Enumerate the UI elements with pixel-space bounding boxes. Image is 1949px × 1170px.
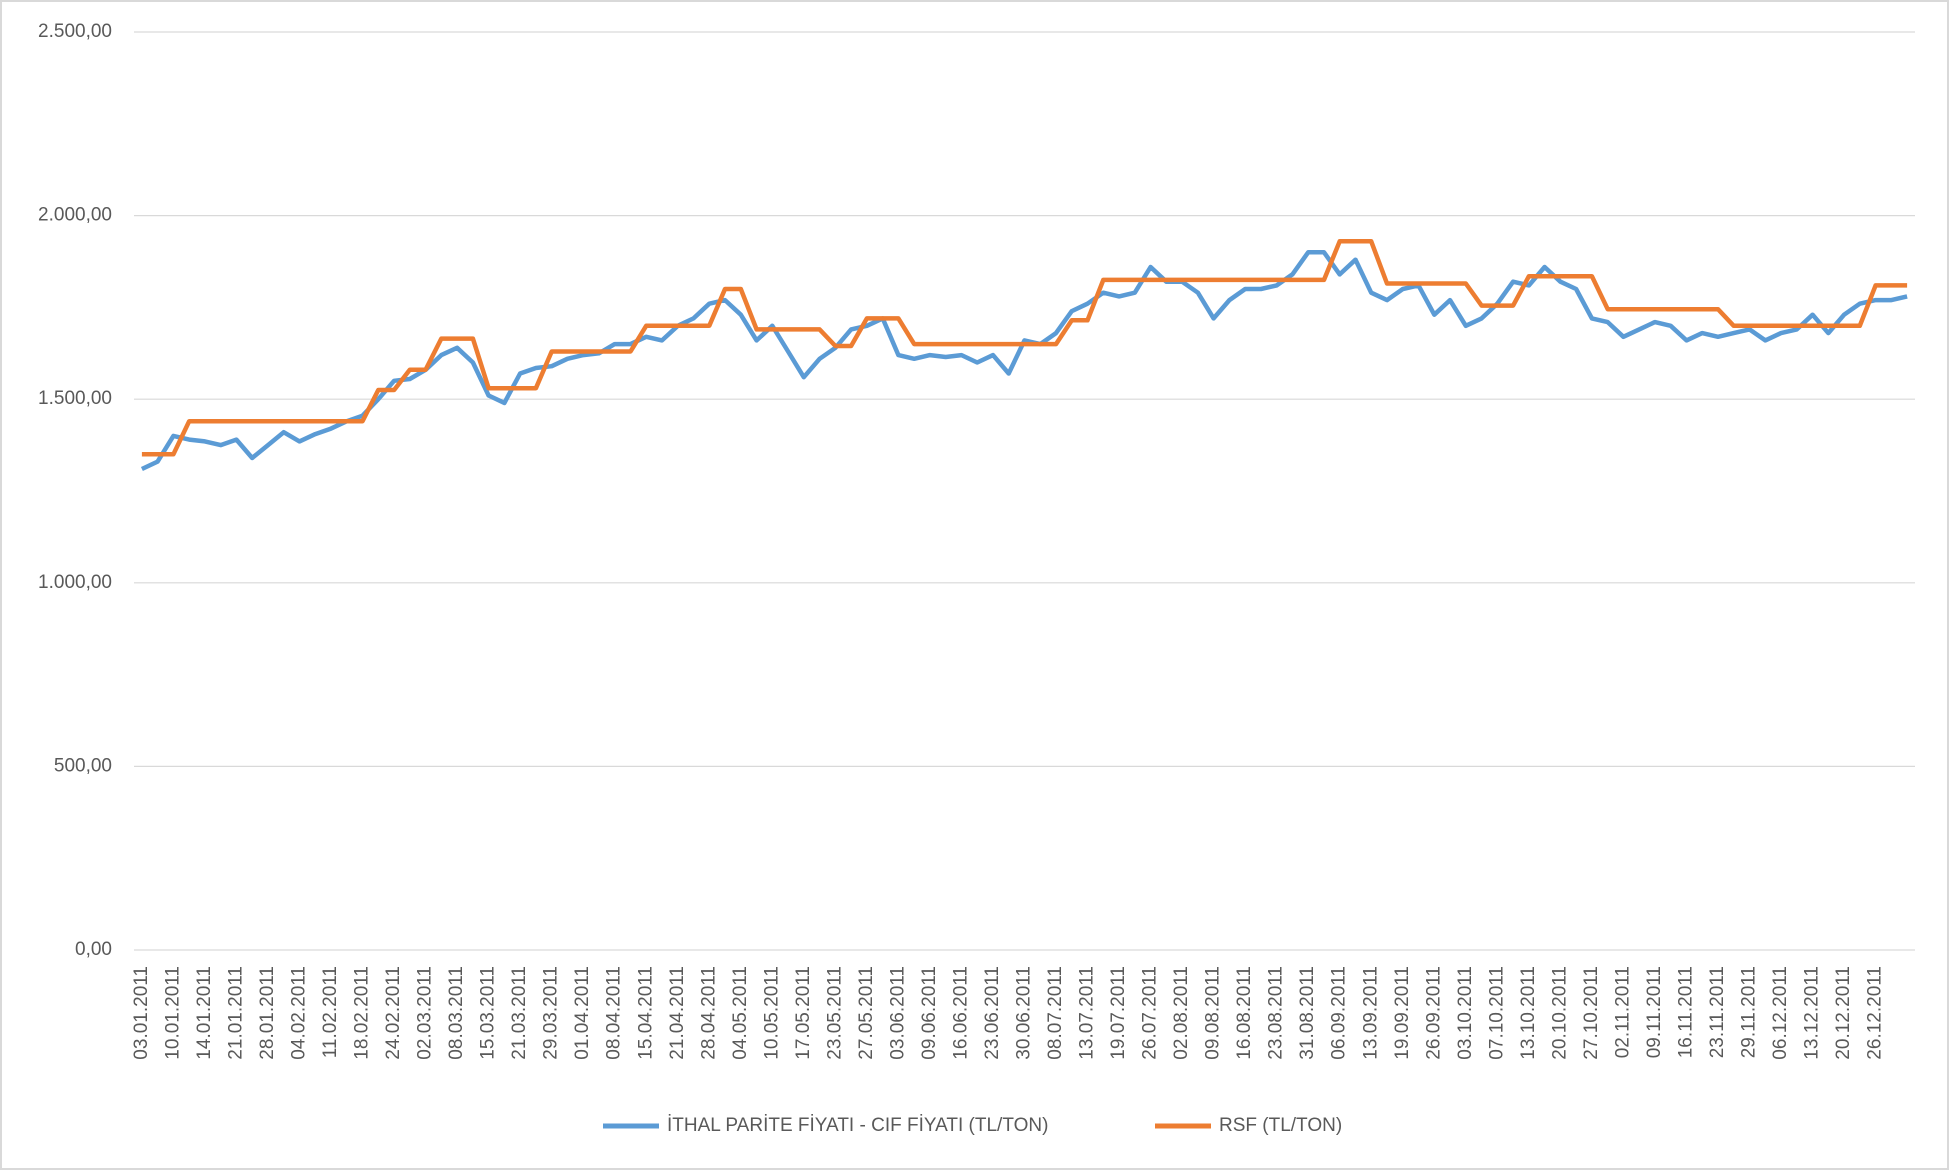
series-line [140,250,1908,472]
x-tick-label: 28.01.2011 [257,966,278,1060]
x-tick-label: 31.08.2011 [1297,966,1318,1060]
x-tick-label: 02.08.2011 [1171,966,1192,1060]
x-tick-label: 24.02.2011 [383,966,404,1060]
x-tick-label: 01.04.2011 [572,966,593,1060]
x-tick-label: 13.10.2011 [1518,966,1539,1060]
x-tick-label: 03.06.2011 [887,966,908,1060]
series-line [141,239,1908,457]
x-tick-label: 27.05.2011 [856,966,877,1060]
x-tick-label: 08.03.2011 [446,966,467,1060]
x-tick-label: 21.01.2011 [225,966,246,1060]
x-tick-label: 02.03.2011 [415,966,436,1060]
y-tick-label: 500,00 [54,755,112,776]
x-tick-label: 26.09.2011 [1423,966,1444,1060]
x-tick-label: 23.05.2011 [824,966,845,1060]
x-tick-label: 16.08.2011 [1234,966,1255,1060]
y-tick-label: 1.000,00 [38,572,112,593]
x-tick-label: 28.04.2011 [698,966,719,1060]
x-tick-label: 07.10.2011 [1486,966,1507,1060]
x-tick-label: 19.07.2011 [1108,966,1129,1060]
x-tick-label: 03.10.2011 [1455,966,1476,1060]
x-tick-label: 06.12.2011 [1770,966,1791,1060]
x-tick-label: 27.10.2011 [1581,966,1602,1060]
x-tick-label: 15.04.2011 [635,966,656,1060]
x-tick-label: 26.12.2011 [1865,966,1886,1060]
x-tick-label: 17.05.2011 [793,966,814,1060]
x-tick-label: 13.12.2011 [1802,966,1823,1060]
x-tick-label: 23.11.2011 [1707,966,1728,1058]
x-tick-label: 11.02.2011 [320,966,341,1058]
x-tick-label: 09.11.2011 [1644,966,1665,1058]
legend-label: İTHAL PARİTE FİYATI - CIF FİYATI (TL/TON… [667,1115,1048,1136]
x-tick-label: 02.11.2011 [1612,966,1633,1058]
x-tick-label: 20.12.2011 [1833,966,1854,1060]
x-tick-label: 30.06.2011 [1014,966,1035,1060]
x-tick-label: 23.08.2011 [1266,966,1287,1060]
y-tick-label: 0,00 [75,939,112,960]
x-tick-label: 06.09.2011 [1329,966,1350,1060]
y-tick-label: 1.500,00 [38,388,112,409]
x-tick-label: 13.07.2011 [1077,966,1098,1060]
y-tick-label: 2.000,00 [38,205,112,226]
x-tick-label: 09.08.2011 [1203,966,1224,1060]
x-tick-label: 23.06.2011 [982,966,1003,1060]
x-tick-label: 15.03.2011 [478,966,499,1060]
x-tick-label: 13.09.2011 [1360,966,1381,1060]
x-tick-label: 08.04.2011 [604,966,625,1060]
x-tick-label: 16.11.2011 [1675,966,1696,1058]
x-tick-label: 04.02.2011 [289,966,310,1060]
x-tick-label: 18.02.2011 [352,966,373,1060]
x-tick-label: 21.04.2011 [667,966,688,1060]
x-tick-label: 10.01.2011 [162,966,183,1060]
y-tick-label: 2.500,00 [38,21,112,42]
x-tick-label: 14.01.2011 [194,966,215,1060]
x-tick-label: 09.06.2011 [919,966,940,1060]
x-tick-label: 10.05.2011 [761,966,782,1060]
x-tick-label: 19.09.2011 [1392,966,1413,1060]
x-tick-label: 26.07.2011 [1140,966,1161,1060]
x-tick-label: 20.10.2011 [1549,966,1570,1060]
legend-label: RSF (TL/TON) [1219,1115,1342,1136]
x-tick-label: 21.03.2011 [509,966,530,1060]
x-tick-label: 29.03.2011 [541,966,562,1060]
x-tick-label: 03.01.2011 [131,966,152,1060]
x-tick-label: 04.05.2011 [730,966,751,1060]
x-tick-label: 29.11.2011 [1739,966,1760,1058]
x-tick-label: 08.07.2011 [1045,966,1066,1060]
x-tick-label: 16.06.2011 [950,966,971,1060]
